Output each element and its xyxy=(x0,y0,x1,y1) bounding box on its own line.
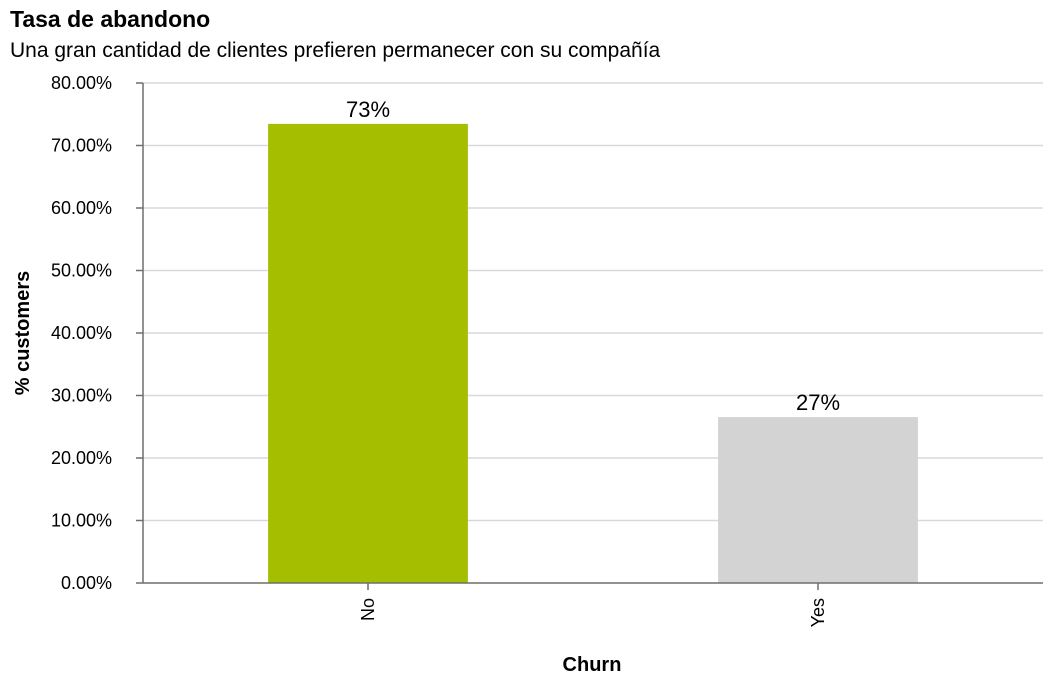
x-tick-label: Yes xyxy=(808,598,828,627)
y-tick-label: 10.00% xyxy=(51,511,112,531)
bar-no xyxy=(268,123,468,583)
data-label: 73% xyxy=(346,97,390,122)
x-tick-label: No xyxy=(358,598,378,621)
y-tick-label: 50.00% xyxy=(51,261,112,281)
y-tick-label: 20.00% xyxy=(51,448,112,468)
chart-title: Tasa de abandono xyxy=(10,6,211,32)
x-axis-title: Churn xyxy=(563,654,622,676)
y-tick-label: 0.00% xyxy=(61,573,112,593)
data-label: 27% xyxy=(796,390,840,415)
axes xyxy=(136,82,1043,590)
y-tick-label: 30.00% xyxy=(51,386,112,406)
bars xyxy=(268,123,918,583)
labels: 0.00% 10.00% 20.00% 30.00% 40.00% 50.00% 60.00… xyxy=(51,73,840,627)
y-tick-label: 40.00% xyxy=(51,323,112,343)
y-axis-title: % customers xyxy=(12,271,34,396)
y-tick-label: 60.00% xyxy=(51,198,112,218)
y-tick-label: 70.00% xyxy=(51,136,112,156)
y-tick-label: 80.00% xyxy=(51,73,112,93)
chart-subtitle: Una gran cantidad de clientes prefieren … xyxy=(10,39,661,62)
bar-yes xyxy=(718,417,918,583)
